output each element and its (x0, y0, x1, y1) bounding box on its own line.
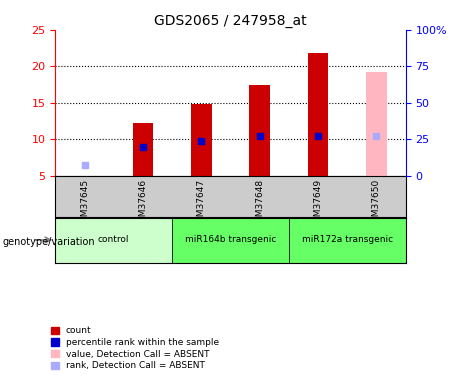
Text: miR172a transgenic: miR172a transgenic (301, 236, 393, 244)
Title: GDS2065 / 247958_at: GDS2065 / 247958_at (154, 13, 307, 28)
Text: control: control (98, 236, 130, 244)
Text: genotype/variation: genotype/variation (2, 237, 95, 247)
Bar (308, 53, 328, 176)
Text: GSM37647: GSM37647 (197, 179, 206, 228)
Bar (366, 72, 387, 176)
Bar (133, 123, 153, 176)
Bar (191, 104, 212, 176)
Bar (55, 217, 172, 262)
Text: GSM37650: GSM37650 (372, 179, 381, 228)
Text: GSM37646: GSM37646 (138, 179, 148, 228)
Bar (172, 217, 289, 262)
Text: GSM37648: GSM37648 (255, 179, 264, 228)
Text: miR164b transgenic: miR164b transgenic (185, 236, 276, 244)
Bar (289, 217, 406, 262)
Bar (249, 85, 270, 176)
Text: GSM37645: GSM37645 (80, 179, 89, 228)
Legend: count, percentile rank within the sample, value, Detection Call = ABSENT, rank, : count, percentile rank within the sample… (51, 326, 219, 370)
Text: GSM37649: GSM37649 (313, 179, 323, 228)
